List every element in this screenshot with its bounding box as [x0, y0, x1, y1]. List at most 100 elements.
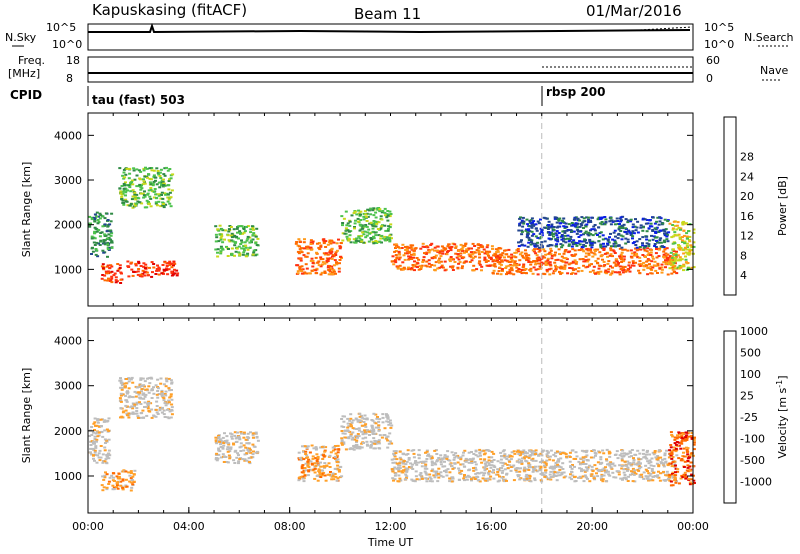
- echo-cell: [115, 280, 119, 283]
- echo-cell: [335, 456, 339, 459]
- echo-cell: [317, 468, 321, 471]
- noise-tick-left-top: 10^5: [46, 21, 76, 34]
- echo-cell: [674, 252, 678, 255]
- echo-cell: [612, 250, 616, 253]
- echo-cell: [167, 377, 171, 380]
- echo-cell: [470, 253, 474, 256]
- echo-cell: [377, 447, 381, 450]
- echo-cell: [582, 250, 586, 253]
- echo-cell: [559, 272, 563, 275]
- echo-cell: [343, 232, 347, 235]
- echo-cell: [584, 252, 588, 255]
- echo-cell: [342, 441, 346, 444]
- echo-cell: [364, 431, 367, 434]
- echo-cell: [221, 241, 225, 244]
- echo-cell: [332, 270, 336, 273]
- echo-cell: [215, 452, 219, 455]
- echo-cell: [684, 255, 687, 258]
- echo-cell: [169, 177, 173, 180]
- echo-cell: [522, 220, 526, 223]
- echo-cell: [486, 260, 490, 262]
- echo-cell: [633, 251, 637, 254]
- echo-cell: [612, 476, 616, 479]
- echo-cell: [613, 239, 617, 242]
- echo-cell: [603, 223, 607, 226]
- echo-cell: [573, 223, 577, 226]
- echo-cell: [631, 235, 635, 238]
- echo-cell: [472, 264, 476, 267]
- echo-cell: [355, 428, 358, 430]
- echo-cell: [340, 215, 344, 218]
- echo-cell: [128, 474, 132, 477]
- echo-cell: [340, 425, 344, 428]
- echo-cell: [124, 181, 127, 184]
- echo-cell: [124, 470, 128, 473]
- echo-cell: [371, 209, 375, 212]
- echo-cell: [581, 475, 585, 478]
- echo-cell: [630, 252, 634, 255]
- echo-cell: [462, 477, 466, 480]
- echo-cell: [441, 465, 445, 468]
- echo-cell: [670, 450, 674, 453]
- echo-cell: [110, 241, 113, 244]
- echo-cell: [414, 461, 417, 464]
- echo-cell: [480, 251, 484, 253]
- echo-cell: [546, 257, 550, 260]
- echo-cell: [347, 436, 351, 439]
- echo-cell: [131, 483, 135, 486]
- echo-cell: [472, 467, 475, 470]
- echo-cell: [142, 194, 146, 197]
- echo-cell: [682, 473, 686, 476]
- echo-cell: [377, 426, 381, 429]
- echo-cell: [577, 249, 581, 252]
- echo-cell: [419, 472, 423, 474]
- echo-cell: [348, 224, 352, 227]
- echo-cell: [518, 470, 522, 473]
- echo-cell: [105, 265, 109, 268]
- echo-cell: [168, 410, 172, 413]
- echo-cell: [535, 470, 539, 473]
- echo-cell: [460, 248, 464, 251]
- echo-cell: [145, 199, 149, 202]
- echo-cell: [159, 181, 163, 184]
- echo-cell: [618, 225, 622, 228]
- echo-cell: [133, 204, 137, 207]
- echo-cell: [95, 241, 99, 244]
- echo-cell: [331, 446, 335, 449]
- echo-cell: [414, 470, 418, 473]
- echo-cell: [103, 274, 107, 277]
- echo-cell: [493, 466, 497, 469]
- echo-cell: [552, 453, 556, 456]
- echo-cell: [397, 468, 401, 471]
- echo-cell: [156, 378, 160, 381]
- echo-cell: [128, 395, 132, 398]
- echo-cell: [512, 450, 516, 453]
- echo-cell: [166, 193, 170, 196]
- echo-cell: [624, 218, 628, 221]
- echo-cell: [596, 475, 600, 478]
- echo-cell: [505, 253, 509, 256]
- echo-cell: [365, 215, 369, 218]
- echo-cell: [295, 264, 299, 267]
- echo-cell: [585, 241, 589, 244]
- echo-cell: [106, 248, 110, 251]
- echo-cell: [673, 442, 677, 445]
- echo-cell: [378, 240, 382, 243]
- echo-cell: [668, 452, 672, 455]
- echo-cell: [221, 446, 225, 449]
- echo-cell: [503, 478, 507, 481]
- echo-cell: [143, 395, 147, 398]
- echo-cell: [374, 216, 378, 219]
- echo-cell: [364, 425, 368, 428]
- echo-cell: [525, 272, 528, 275]
- echo-cell: [107, 483, 111, 485]
- echo-cell: [135, 185, 139, 188]
- echo-cell: [436, 250, 440, 253]
- echo-cell: [578, 463, 582, 466]
- echo-cell: [559, 267, 563, 270]
- echo-cell: [677, 226, 681, 229]
- echo-cell: [160, 191, 164, 194]
- echo-cell: [302, 450, 306, 453]
- echo-cell: [378, 208, 382, 211]
- echo-cell: [167, 387, 171, 390]
